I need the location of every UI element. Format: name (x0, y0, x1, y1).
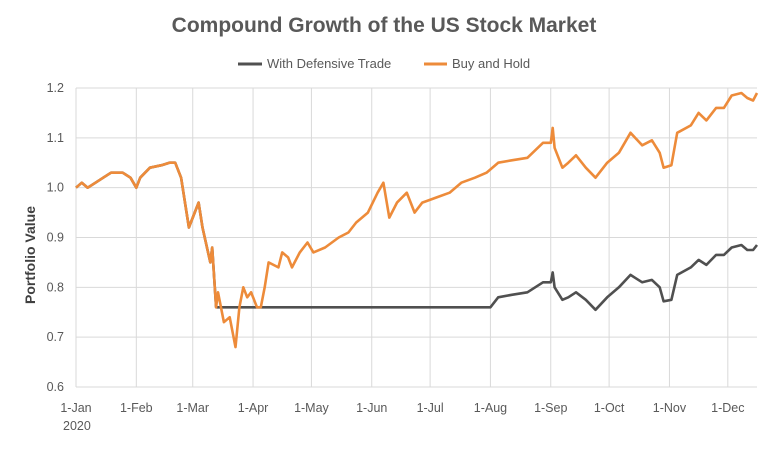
x-tick-label: 1-Nov (653, 401, 687, 415)
x-tick-label: 1-Sep (534, 401, 567, 415)
y-tick-label: 0.9 (47, 231, 64, 245)
y-tick-label: 0.7 (47, 330, 64, 344)
x-tick-label: 1-Mar (176, 401, 209, 415)
chart-title: Compound Growth of the US Stock Market (172, 14, 597, 37)
x-tick-label: 1-May (294, 401, 329, 415)
legend-label-buy-hold: Buy and Hold (452, 56, 530, 71)
y-tick-label: 1.2 (47, 81, 64, 95)
x-tick-label: 1-Dec (711, 401, 744, 415)
x-tick-label: 1-Oct (594, 401, 625, 415)
x-tick-label: 1-Jun (356, 401, 387, 415)
x-tick-label: 1-Jan (60, 401, 91, 415)
y-tick-label: 0.8 (47, 280, 64, 294)
x-tick-label: 1-Aug (474, 401, 507, 415)
x-axis-ticks: 1-Jan 1-Feb 1-Mar 1-Apr 1-May 1-Jun 1-Jul 1-Aug… (60, 401, 744, 415)
x-axis-year-label: 2020 (63, 419, 91, 433)
series-lines (75, 91, 759, 349)
y-tick-label: 1.1 (47, 131, 64, 145)
y-tick-label: 1.0 (47, 181, 64, 195)
gridlines (75, 87, 757, 388)
y-axis-ticks: 0.6 0.7 0.8 0.9 1.0 1.1 1.2 (47, 81, 64, 394)
x-tick-label: 1-Jul (417, 401, 444, 415)
legend: With Defensive Trade Buy and Hold (238, 56, 530, 71)
y-tick-label: 0.6 (47, 380, 64, 394)
x-tick-label: 1-Feb (120, 401, 153, 415)
legend-label-defensive: With Defensive Trade (267, 56, 391, 71)
y-axis-label: Portfolio Value (22, 206, 38, 304)
x-tick-label: 1-Apr (238, 401, 269, 415)
series-line-buy-and-hold (75, 91, 759, 349)
